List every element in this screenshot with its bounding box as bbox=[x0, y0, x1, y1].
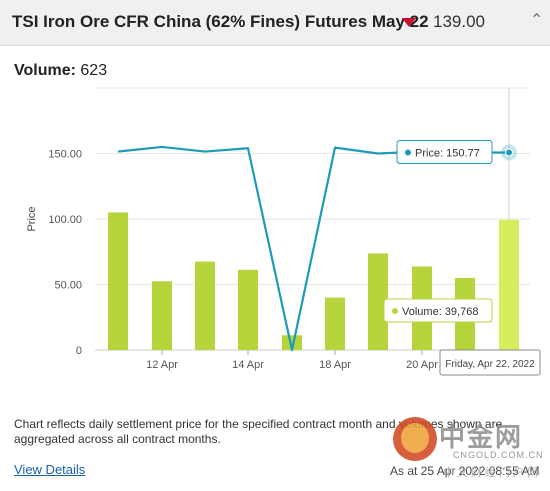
price-tooltip-marker bbox=[405, 149, 411, 156]
y-tick-label: 150.00 bbox=[48, 149, 82, 161]
price-tooltip-box bbox=[396, 139, 493, 164]
watermark-text: 中金网 bbox=[439, 423, 524, 453]
price-point bbox=[505, 148, 513, 157]
volume-bar bbox=[499, 219, 519, 350]
price-volume-chart[interactable]: 0 50.00 100.00 150.00 Price 12 Apr 14 Apr 18 Ap… bbox=[0, 80, 550, 410]
volume-bar bbox=[368, 253, 388, 350]
header-bar[interactable]: TSI Iron Ore CFR China (62% Fines) Futur… bbox=[0, 0, 550, 46]
volume-tooltip-box bbox=[383, 298, 493, 323]
y-axis-label: Price bbox=[26, 206, 38, 231]
y-tick-label: 0 bbox=[76, 345, 82, 357]
watermark-logo-icon bbox=[393, 417, 437, 461]
contract-title: TSI Iron Ore CFR China (62% Fines) Futur… bbox=[12, 12, 429, 31]
volume-tooltip-text: Volume: 39,768 bbox=[402, 306, 478, 318]
x-tick-label: 20 Apr bbox=[406, 359, 438, 371]
watermark-subtitle: 中文财经门户网 bbox=[443, 466, 541, 479]
watermark-domain: CNGOLD.COM.CN bbox=[453, 450, 544, 460]
cngold-watermark: 中金网 CNGOLD.COM.CN 中文财经门户网 bbox=[393, 417, 543, 479]
price-tooltip-text: Price: 150.77 bbox=[415, 147, 480, 159]
date-tooltip-text: Friday, Apr 22, 2022 bbox=[445, 359, 535, 370]
x-tick-label: 12 Apr bbox=[146, 359, 178, 371]
date-tooltip-box bbox=[439, 349, 541, 376]
view-details-link[interactable]: View Details bbox=[14, 462, 86, 477]
volume-bar bbox=[325, 297, 345, 350]
y-tick-label: 100.00 bbox=[48, 214, 82, 226]
chevron-up-icon[interactable]: ⌃ bbox=[530, 12, 544, 29]
x-tick-label: 18 Apr bbox=[319, 359, 351, 371]
volume-tooltip-marker bbox=[392, 308, 398, 314]
volume-bar bbox=[238, 269, 258, 350]
y-tick-label: 50.00 bbox=[54, 280, 82, 292]
volume-bar bbox=[152, 281, 172, 350]
volume-summary: Volume: 623 bbox=[14, 62, 107, 80]
volume-label: Volume: bbox=[14, 62, 76, 79]
as-at-timestamp: As at 25 Apr 2022 08:55 AM bbox=[390, 464, 540, 478]
volume-bar bbox=[195, 261, 215, 350]
volume-value: 623 bbox=[80, 62, 108, 79]
price-down-arrow-icon bbox=[402, 18, 416, 27]
x-tick-label: 14 Apr bbox=[232, 359, 264, 371]
last-price: 139.00 bbox=[433, 12, 485, 31]
volume-bar bbox=[108, 212, 128, 350]
volume-bar bbox=[282, 335, 302, 350]
chart-note: Chart reflects daily settlement price fo… bbox=[14, 417, 503, 446]
